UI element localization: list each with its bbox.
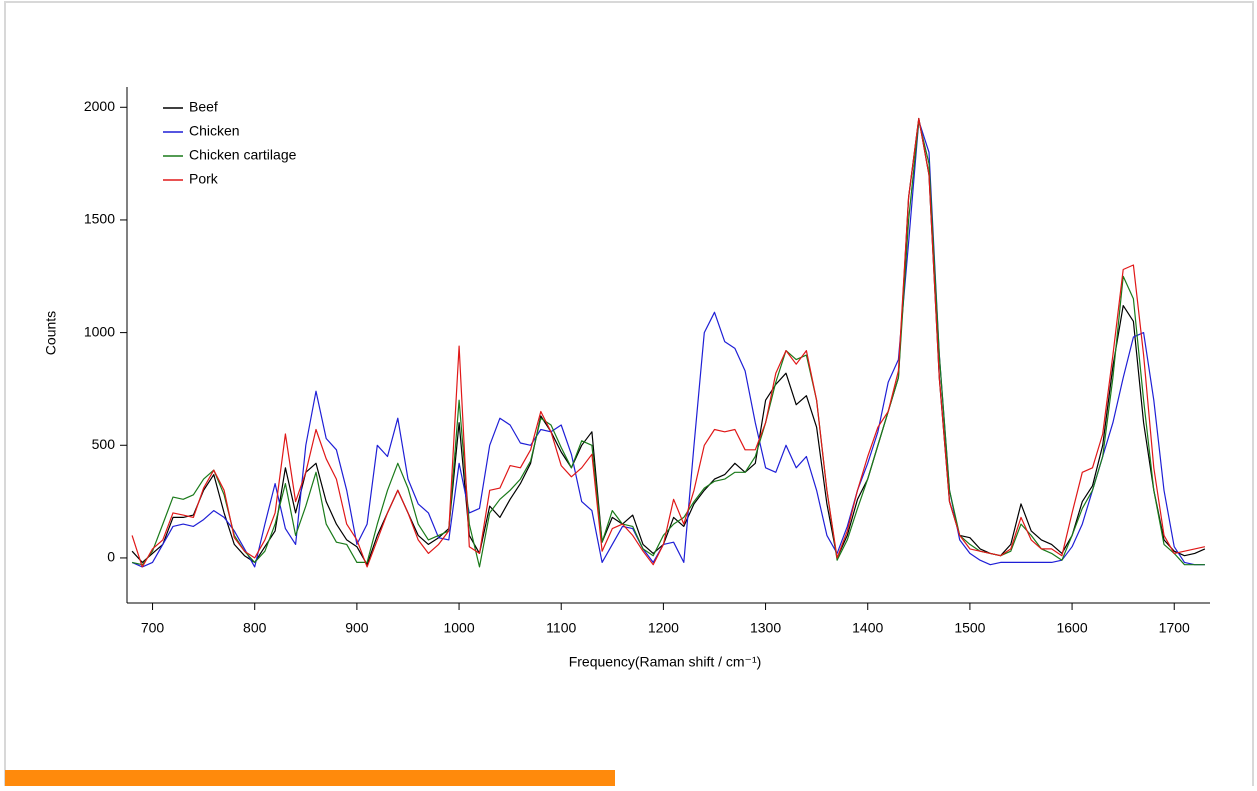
y-tick-label: 0 bbox=[107, 549, 115, 565]
x-tick-label: 800 bbox=[243, 620, 267, 636]
x-tick-label: 700 bbox=[141, 620, 165, 636]
legend-label: Chicken bbox=[189, 123, 240, 139]
y-tick-label: 2000 bbox=[84, 98, 115, 114]
series-line bbox=[131, 117, 1206, 568]
frame bbox=[4, 1, 1254, 791]
progress-bar bbox=[5, 770, 615, 786]
x-tick-label: 1700 bbox=[1159, 620, 1190, 636]
x-axis-title: Frequency(Raman shift / cm⁻¹) bbox=[569, 654, 762, 670]
y-axis-title: Counts bbox=[43, 311, 59, 355]
legend-label: Pork bbox=[189, 171, 219, 187]
x-tick-label: 900 bbox=[345, 620, 369, 636]
y-tick-label: 500 bbox=[92, 436, 116, 452]
x-tick-label: 1000 bbox=[443, 620, 474, 636]
series-line bbox=[131, 120, 1205, 568]
legend-label: Beef bbox=[189, 99, 218, 115]
y-tick-label: 1500 bbox=[84, 211, 115, 227]
series-line bbox=[131, 117, 1206, 566]
legend-label: Chicken cartilage bbox=[189, 147, 297, 163]
x-tick-label: 1100 bbox=[546, 620, 576, 636]
x-tick-label: 1200 bbox=[648, 620, 679, 636]
y-tick-label: 1000 bbox=[84, 323, 115, 339]
x-tick-label: 1500 bbox=[954, 620, 985, 636]
x-tick-label: 1300 bbox=[750, 620, 781, 636]
x-tick-label: 1400 bbox=[852, 620, 883, 636]
x-tick-label: 1600 bbox=[1056, 620, 1087, 636]
